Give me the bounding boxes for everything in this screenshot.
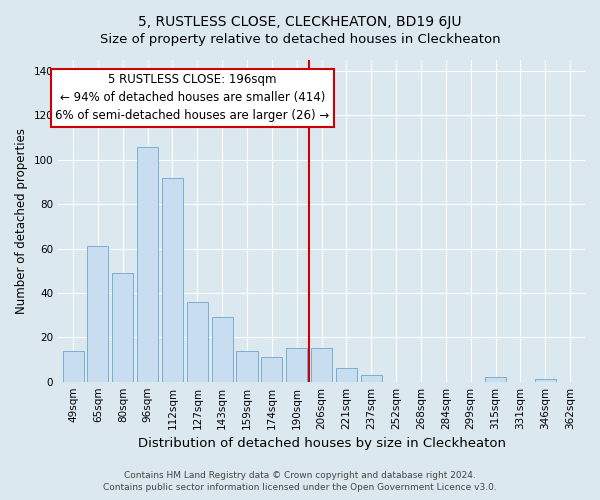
- Y-axis label: Number of detached properties: Number of detached properties: [15, 128, 28, 314]
- Bar: [88, 246, 109, 382]
- Bar: [162, 178, 183, 382]
- Text: Contains HM Land Registry data © Crown copyright and database right 2024.
Contai: Contains HM Land Registry data © Crown c…: [103, 471, 497, 492]
- X-axis label: Distribution of detached houses by size in Cleckheaton: Distribution of detached houses by size …: [137, 437, 506, 450]
- Bar: [187, 302, 208, 382]
- Text: 5 RUSTLESS CLOSE: 196sqm
← 94% of detached houses are smaller (414)
6% of semi-d: 5 RUSTLESS CLOSE: 196sqm ← 94% of detach…: [55, 74, 329, 122]
- Bar: [262, 358, 283, 382]
- Bar: [361, 375, 382, 382]
- Bar: [236, 350, 257, 382]
- Text: 5, RUSTLESS CLOSE, CLECKHEATON, BD19 6JU: 5, RUSTLESS CLOSE, CLECKHEATON, BD19 6JU: [138, 15, 462, 29]
- Bar: [336, 368, 357, 382]
- Bar: [137, 146, 158, 382]
- Bar: [212, 318, 233, 382]
- Bar: [286, 348, 307, 382]
- Bar: [485, 377, 506, 382]
- Bar: [535, 380, 556, 382]
- Bar: [112, 273, 133, 382]
- Text: Size of property relative to detached houses in Cleckheaton: Size of property relative to detached ho…: [100, 32, 500, 46]
- Bar: [62, 350, 83, 382]
- Bar: [311, 348, 332, 382]
